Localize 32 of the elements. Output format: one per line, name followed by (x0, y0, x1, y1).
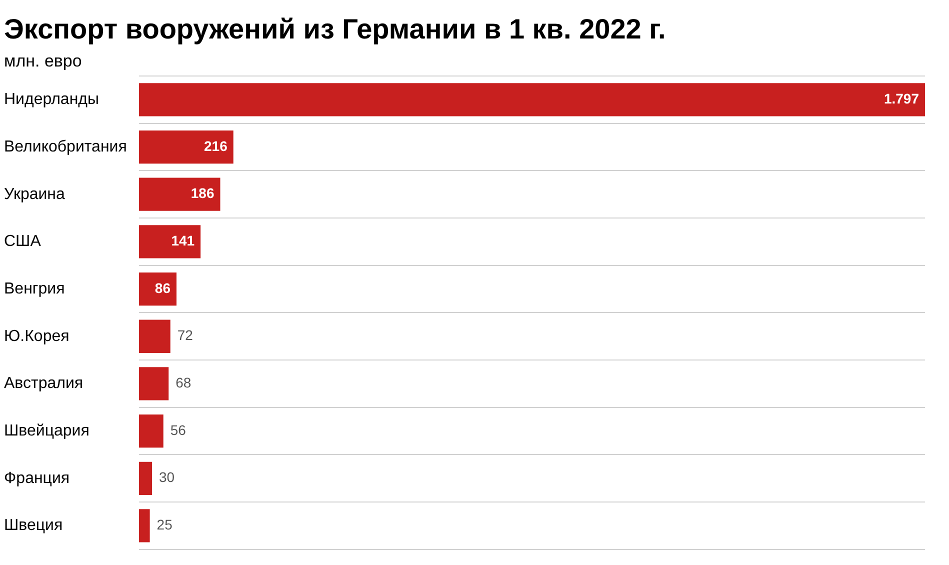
data-label: 141 (171, 232, 195, 249)
data-label: 216 (204, 138, 228, 154)
y-tick-label: Нидерланды (4, 91, 99, 108)
y-tick-label: Ю.Корея (4, 328, 70, 345)
bar (138, 414, 164, 448)
bar (138, 367, 169, 400)
y-tick-label: Великобритания (4, 138, 127, 156)
bar (138, 509, 150, 542)
bar (138, 225, 201, 258)
data-label: 1.797 (884, 90, 920, 107)
y-tick-label: Венгрия (4, 280, 65, 298)
bar (138, 178, 220, 211)
bar (138, 320, 170, 353)
chart-title: Экспорт вооружений из Германии в 1 кв. 2022 г. (4, 14, 666, 45)
data-label: 30 (159, 469, 175, 486)
bar (138, 272, 176, 306)
bar (138, 83, 925, 116)
y-tick-label: Швеция (4, 517, 63, 534)
y-tick-label: Украина (4, 186, 66, 203)
y-tick-label: Франция (4, 470, 70, 487)
data-label: 86 (154, 280, 171, 296)
bar (138, 462, 152, 495)
bar (138, 130, 234, 164)
y-tick-label: США (4, 233, 42, 250)
data-label: 72 (177, 327, 194, 344)
y-tick-label: Швейцария (4, 422, 90, 440)
data-label: 68 (176, 374, 192, 391)
data-label: 25 (156, 516, 173, 533)
y-tick-label: Австралия (4, 375, 84, 392)
data-label: 186 (190, 185, 214, 202)
data-label: 56 (170, 422, 186, 438)
chart-subtitle: млн. евро (4, 51, 82, 70)
